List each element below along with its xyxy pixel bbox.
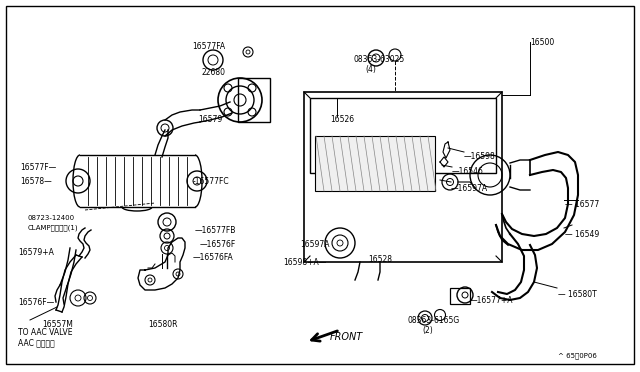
Text: 08723-12400: 08723-12400 [28, 215, 75, 221]
Text: — 16549: — 16549 [565, 230, 599, 239]
Text: 08363-63025: 08363-63025 [354, 55, 405, 64]
Text: 16577F—: 16577F— [20, 163, 56, 172]
Text: —16597A: —16597A [451, 184, 488, 193]
Bar [450, 288, 470, 304]
Text: -16577FC: -16577FC [193, 177, 230, 186]
Text: 16528: 16528 [368, 255, 392, 264]
Text: 16577FA: 16577FA [192, 42, 225, 51]
Text: 16526: 16526 [330, 115, 354, 124]
Text: (2): (2) [422, 326, 433, 335]
Text: ^ 65：0P06: ^ 65：0P06 [558, 352, 597, 359]
Text: 16597A: 16597A [300, 240, 330, 249]
Text: —16576F: —16576F [200, 240, 236, 249]
Text: 16598+A—: 16598+A— [283, 258, 326, 267]
Text: 16580R: 16580R [148, 320, 177, 329]
Text: AAC バルブへ: AAC バルブへ [18, 338, 55, 347]
Bar [310, 98, 496, 173]
Text: 16579+A: 16579+A [18, 248, 54, 257]
Text: 08363-6165G: 08363-6165G [408, 316, 460, 325]
Text: — 16577: — 16577 [565, 200, 599, 209]
Text: —16577+A: —16577+A [470, 296, 513, 305]
Text: CLAMPクランプ(1): CLAMPクランプ(1) [28, 224, 79, 231]
Text: 22680: 22680 [202, 68, 226, 77]
Text: TO AAC VALVE: TO AAC VALVE [18, 328, 72, 337]
Text: —16598: —16598 [464, 152, 496, 161]
Bar [304, 92, 502, 262]
Text: 16557M: 16557M [42, 320, 73, 329]
Text: 16500: 16500 [530, 38, 554, 47]
Text: — 16580T: — 16580T [558, 290, 596, 299]
Text: 16578—: 16578— [20, 177, 52, 186]
Text: —16577FB: —16577FB [195, 226, 236, 235]
Text: (4): (4) [365, 65, 376, 74]
Text: —16546: —16546 [452, 167, 484, 176]
Text: FRONT: FRONT [330, 332, 364, 342]
Text: —16576FA: —16576FA [193, 253, 234, 262]
Bar [238, 78, 270, 122]
Bar [315, 136, 435, 191]
Text: 16579: 16579 [198, 115, 222, 124]
Text: 16576F—: 16576F— [18, 298, 54, 307]
